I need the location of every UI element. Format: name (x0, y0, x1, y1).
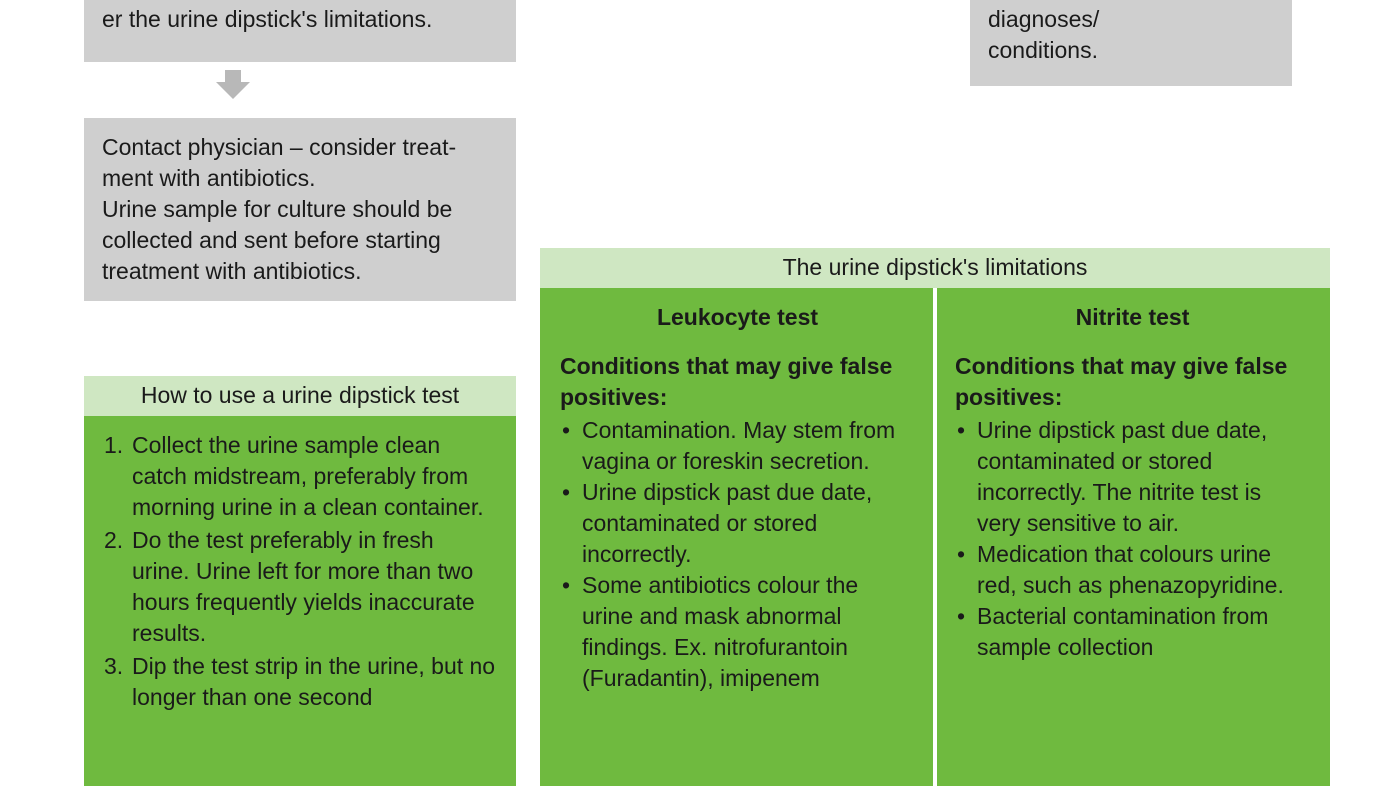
flow-box-contact-physician: Contact physician – consider treat­ment … (84, 118, 516, 301)
list-item: Some antibiotics colour the urine and ma… (560, 570, 915, 694)
panel-columns: Leukocyte test Conditions that may give … (540, 288, 1330, 786)
list-item: Medication that colours urine red, such … (955, 539, 1310, 601)
column-heading: Leukocyte test (560, 302, 915, 333)
list-item: 2. Do the test preferably in fresh urine… (104, 525, 496, 649)
flow-box-text: Contact physician – consider treat­ment … (102, 134, 456, 284)
nitrite-list: Urine dipstick past due date, contaminat… (955, 415, 1310, 663)
list-item-text: Bacterial contamination from sample coll… (977, 603, 1268, 660)
how-to-list: 1. Collect the urine sample clean catch … (104, 430, 496, 713)
leukocyte-list: Contamination. May stem from vagina or f… (560, 415, 915, 694)
list-item: Contamination. May stem from vagina or f… (560, 415, 915, 477)
panel-header: How to use a urine dipstick test (84, 376, 516, 416)
panel-how-to-use-dipstick: How to use a urine dipstick test 1. Coll… (84, 376, 516, 786)
list-item: Bacterial contamination from sample coll… (955, 601, 1310, 663)
flow-box-dipstick-limitations-note: er the urine dipstick's limitations. (84, 0, 516, 62)
flow-box-text: er the urine dipstick's limitations. (102, 6, 432, 32)
column-heading: Nitrite test (955, 302, 1310, 333)
list-item-text: Dip the test strip in the urine, but no … (132, 653, 495, 710)
conditions-lead: Conditions that may give false positives… (560, 351, 915, 413)
flow-box-text: diagnoses/ conditions. (988, 6, 1099, 63)
diagram-canvas: er the urine dipstick's limitations. Con… (0, 0, 1400, 786)
panel-dipstick-limitations: The urine dipstick's limitations Leukocy… (540, 248, 1330, 786)
column-leukocyte: Leukocyte test Conditions that may give … (540, 288, 935, 786)
panel-header: The urine dipstick's limitations (540, 248, 1330, 288)
list-item-text: Do the test preferably in fresh urine. U… (132, 527, 475, 646)
column-divider (933, 288, 937, 786)
arrow-down-icon (216, 70, 250, 100)
conditions-lead: Conditions that may give false positives… (955, 351, 1310, 413)
list-item-text: Contamination. May stem from vagina or f… (582, 417, 895, 474)
list-item: Urine dipstick past due date, contaminat… (955, 415, 1310, 539)
column-nitrite: Nitrite test Conditions that may give fa… (935, 288, 1330, 786)
flow-box-diagnoses-conditions: diagnoses/ conditions. (970, 0, 1292, 86)
panel-body: 1. Collect the urine sample clean catch … (84, 416, 516, 786)
list-item-text: Some antibiotics colour the urine and ma… (582, 572, 858, 691)
list-item-text: Medication that colours urine red, such … (977, 541, 1284, 598)
list-item: 3. Dip the test strip in the urine, but … (104, 651, 496, 713)
list-item-text: Collect the urine sample clean catch mid… (132, 432, 484, 520)
list-item-text: Urine dipstick past due date, contaminat… (977, 417, 1267, 536)
list-item: Urine dipstick past due date, contaminat… (560, 477, 915, 570)
list-item: 1. Collect the urine sample clean catch … (104, 430, 496, 523)
list-item-text: Urine dipstick past due date, contaminat… (582, 479, 872, 567)
